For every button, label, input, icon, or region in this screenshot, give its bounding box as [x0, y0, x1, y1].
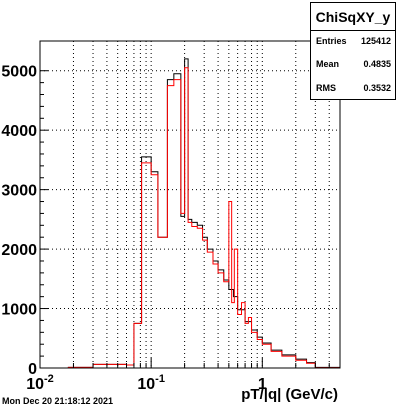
y-tick-label: 2000: [1, 242, 37, 259]
stats-rms-row: RMS 0.3532: [316, 83, 391, 97]
stats-title: ChiSqXY_y: [311, 3, 395, 31]
grid-lines: [39, 41, 341, 368]
histogram-series: [40, 58, 341, 369]
x-tick-label: 1: [258, 376, 267, 393]
x-tick-label: 10-2: [26, 373, 54, 393]
stats-entries-value: 125412: [360, 36, 391, 46]
stats-rms-label: RMS: [316, 83, 336, 93]
y-tick-label: 3000: [1, 183, 37, 200]
axes: 0 1000 2000 3000 4000 5000 10-2 10-1 1: [1, 40, 341, 393]
histogram-series-1: [40, 58, 341, 369]
x-axis-label: pT/|q| (GeV/c): [241, 386, 338, 403]
y-tick-label: 1000: [1, 302, 37, 319]
y-tick-label: 0: [28, 361, 37, 378]
stats-box: ChiSqXY_y Entries 125412 Mean 0.4835 RMS…: [310, 2, 396, 100]
stats-rms-value: 0.3532: [363, 83, 391, 93]
stats-mean-value: 0.4835: [363, 59, 391, 69]
histogram-series-2: [40, 67, 341, 369]
timestamp: Mon Dec 20 21:18:12 2021: [2, 396, 114, 406]
stats-mean-row: Mean 0.4835: [316, 59, 391, 73]
stats-entries-row: Entries 125412: [316, 36, 391, 50]
y-tick-label: 5000: [1, 64, 37, 81]
y-tick-label: 4000: [1, 123, 37, 140]
stats-entries-label: Entries: [316, 36, 347, 46]
plot-frame: [39, 40, 341, 369]
x-tick-label: 10-1: [137, 373, 165, 393]
stats-mean-label: Mean: [316, 59, 340, 69]
